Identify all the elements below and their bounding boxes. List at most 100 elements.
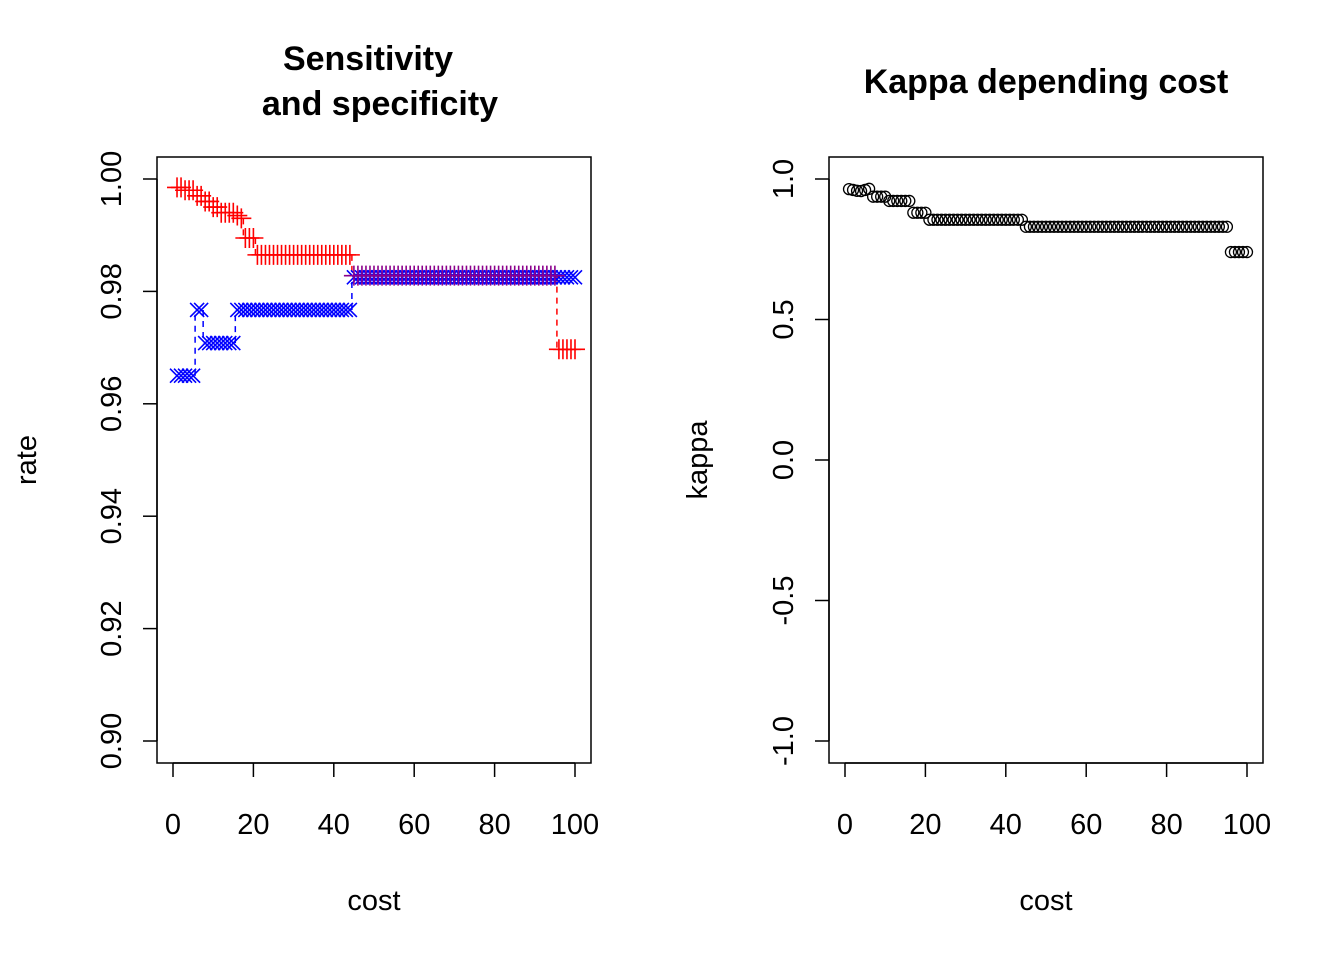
- kappa-point: [1184, 220, 1197, 233]
- specificity-point: [185, 368, 201, 384]
- kappa-point: [963, 213, 976, 226]
- specificity-point: [555, 269, 571, 285]
- kappa-panel: Kappa depending cost 0 20 40 60 80 100 -1.0 -0…: [682, 63, 1271, 917]
- kappa-point: [842, 182, 856, 196]
- specificity-point: [567, 269, 583, 285]
- specificity-point: [261, 302, 278, 318]
- kappa-point: [899, 194, 912, 208]
- specificity-point: [241, 302, 257, 318]
- sens-spec-x-tick-label: 40: [318, 809, 350, 841]
- kappa-point: [959, 213, 972, 226]
- kappa-point: [1172, 220, 1185, 233]
- specificity-point: [294, 302, 310, 318]
- kappa-point: [1128, 220, 1141, 233]
- kappa-point: [951, 213, 964, 226]
- kappa-point: [1059, 220, 1073, 233]
- kappa-point: [1063, 220, 1077, 233]
- specificity-point: [253, 302, 270, 318]
- kappa-point: [1156, 220, 1169, 233]
- kappa-point: [915, 206, 928, 219]
- kappa-title: Kappa depending cost: [864, 63, 1229, 101]
- kappa-marks: [842, 182, 1254, 259]
- specificity-point: [173, 368, 189, 384]
- specificity-point: [249, 302, 265, 318]
- specificity-point: [326, 302, 342, 318]
- kappa-point: [983, 213, 996, 226]
- kappa-point: [967, 213, 980, 226]
- specificity-point: [310, 302, 326, 318]
- specificity-point: [245, 302, 261, 318]
- sensitivity-point: [183, 180, 204, 201]
- specificity-point: [265, 302, 282, 318]
- kappa-point: [1003, 213, 1016, 226]
- kappa-y-tick-label: 0.5: [768, 299, 800, 339]
- kappa-x-axis: 0 20 40 60 80 100: [837, 762, 1271, 841]
- kappa-point: [1027, 220, 1041, 233]
- kappa-y-tick-label: 0.0: [768, 440, 800, 480]
- kappa-point: [999, 213, 1012, 226]
- sensitivity-point: [544, 265, 565, 286]
- specificity-point: [229, 302, 245, 318]
- sensitivity-point: [227, 205, 248, 226]
- specificity-point: [221, 335, 237, 351]
- kappa-point: [947, 213, 960, 226]
- kappa-point: [1212, 220, 1226, 233]
- kappa-point: [1176, 220, 1189, 233]
- sensitivity-point: [223, 202, 244, 223]
- specificity-point: [286, 302, 302, 318]
- specificity-point: [314, 302, 330, 318]
- specificity-point: [338, 302, 354, 318]
- sensitivity-point: [191, 185, 212, 206]
- sens-spec-x-tick-label: 100: [551, 809, 599, 841]
- kappa-point: [891, 194, 904, 208]
- sens-spec-y-label: rate: [11, 435, 43, 485]
- specificity-point: [342, 302, 358, 318]
- specificity-point: [237, 302, 253, 318]
- kappa-point: [1220, 220, 1234, 233]
- specificity-point: [302, 302, 318, 318]
- kappa-point: [911, 206, 924, 219]
- sens-spec-y-tick-label: 0.94: [96, 488, 128, 544]
- kappa-point: [887, 194, 900, 208]
- kappa-point: [1200, 220, 1213, 233]
- sensitivity-point: [199, 191, 220, 212]
- specificity-point: [282, 302, 298, 318]
- kappa-point: [939, 213, 952, 226]
- kappa-y-label: kappa: [682, 420, 714, 500]
- kappa-point: [1011, 213, 1025, 226]
- kappa-point: [846, 183, 860, 197]
- kappa-point: [1035, 220, 1049, 233]
- kappa-point: [895, 194, 908, 208]
- specificity-point: [322, 302, 338, 318]
- kappa-point: [1023, 220, 1037, 233]
- sensitivity-point: [171, 177, 192, 198]
- specificity-point: [559, 269, 575, 285]
- kappa-y-tick-label: -1.0: [768, 716, 800, 766]
- sensitivity-point: [243, 228, 264, 249]
- specificity-point: [193, 302, 209, 318]
- sens-spec-panel: Sensitivity and specificity 0 20 40 60 80 100…: [11, 40, 599, 917]
- specificity-point: [334, 302, 350, 318]
- kappa-point: [1072, 220, 1085, 233]
- kappa-point: [1104, 220, 1117, 233]
- kappa-point: [1051, 220, 1065, 233]
- kappa-point: [850, 184, 864, 197]
- kappa-point: [971, 213, 984, 226]
- kappa-point: [1100, 220, 1113, 233]
- sens-spec-x-tick-label: 80: [478, 809, 510, 841]
- specificity-point: [217, 335, 233, 351]
- kappa-point: [866, 190, 880, 203]
- specificity-point: [209, 335, 225, 351]
- sens-spec-x-tick-label: 0: [165, 809, 181, 841]
- kappa-point: [1224, 245, 1238, 259]
- sensitivity-point: [339, 244, 360, 265]
- kappa-point: [919, 206, 932, 219]
- kappa-point: [1092, 220, 1105, 233]
- sens-spec-y-axis: 0.90 0.92 0.94 0.96 0.98 1.00: [96, 151, 158, 769]
- kappa-point: [1236, 245, 1250, 259]
- sensitivity-point: [565, 339, 585, 360]
- kappa-point: [1080, 220, 1093, 233]
- kappa-point: [1116, 220, 1129, 233]
- kappa-point: [1067, 220, 1081, 233]
